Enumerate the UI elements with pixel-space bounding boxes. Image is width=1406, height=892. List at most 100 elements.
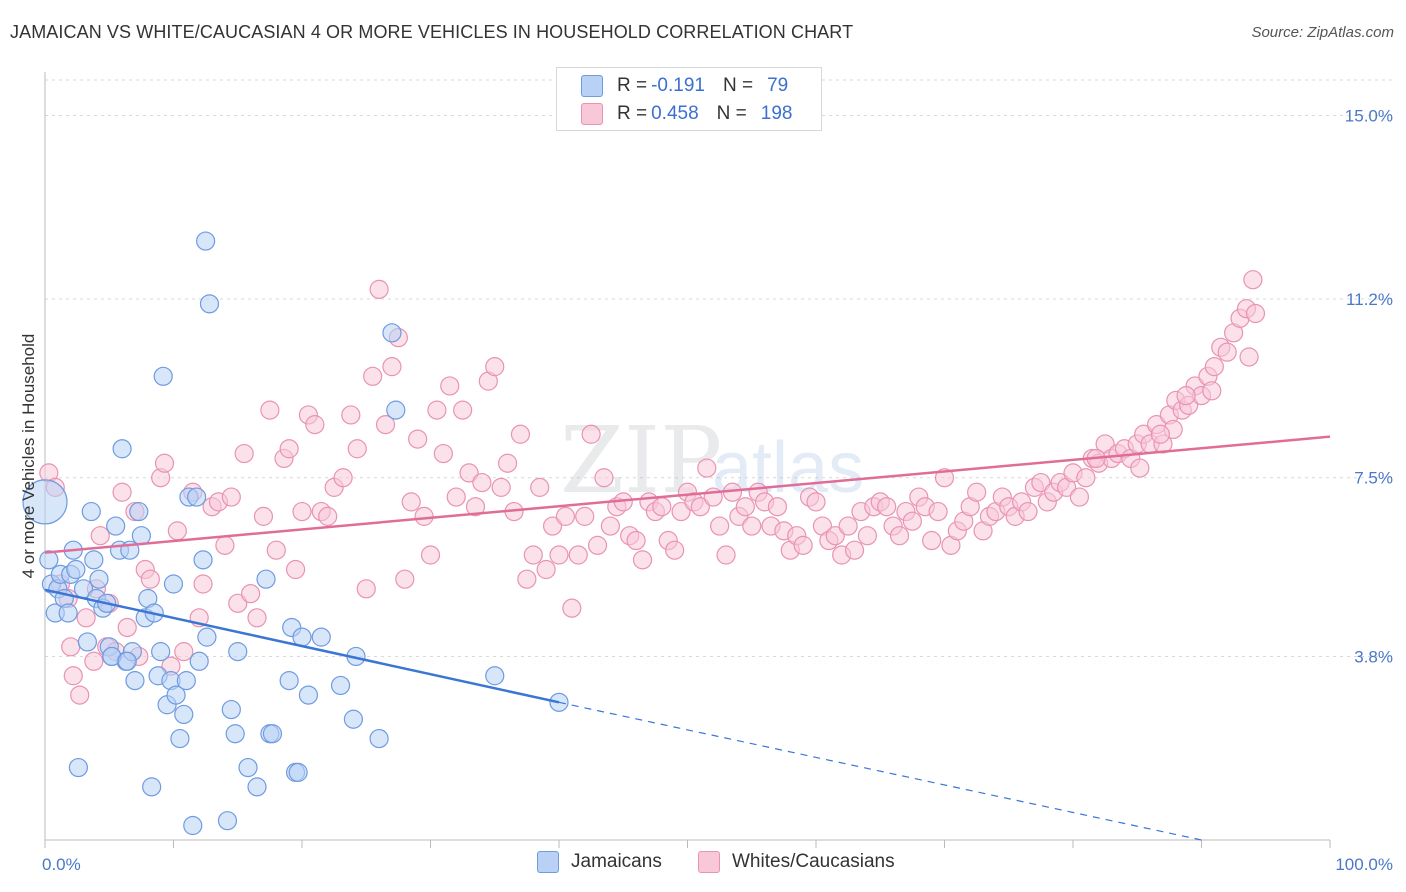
jamaican-point xyxy=(68,757,89,778)
white-caucasian-point xyxy=(395,569,415,589)
x-tick-labels: 0.0% 100.0% xyxy=(42,855,1393,874)
white-caucasian-point xyxy=(253,506,274,526)
white-caucasian-point xyxy=(825,526,845,546)
trend-lines xyxy=(44,435,1331,841)
white-caucasian-point xyxy=(600,516,621,536)
legend-item-jamaicans: Jamaicans xyxy=(537,851,662,873)
series-whites-points xyxy=(39,270,1266,705)
white-caucasian-point xyxy=(215,535,235,555)
white-caucasian-point xyxy=(542,516,563,536)
white-caucasian-point xyxy=(594,468,614,488)
y-axis-label: 4 or more Vehicles in Household xyxy=(19,334,38,579)
legend-n-value: 79 xyxy=(767,75,789,96)
jamaican-point xyxy=(39,550,59,570)
jamaican-point xyxy=(288,762,308,782)
white-caucasian-point xyxy=(369,279,389,299)
jamaican-point xyxy=(199,294,220,314)
white-caucasian-point xyxy=(844,540,865,560)
y-tick-label: 7.5% xyxy=(1354,469,1393,488)
legend-r-value: -0.191 xyxy=(651,75,705,96)
jamaican-point xyxy=(217,811,238,831)
jamaican-point xyxy=(189,651,209,671)
white-caucasian-point xyxy=(459,463,479,483)
white-caucasian-point xyxy=(234,443,254,464)
jamaican-point xyxy=(174,704,194,725)
white-caucasian-point xyxy=(549,545,569,565)
white-caucasian-point xyxy=(318,506,338,526)
white-caucasian-point xyxy=(491,477,511,497)
white-caucasian-point xyxy=(408,429,428,449)
jamaican-point xyxy=(247,777,267,797)
white-caucasian-point xyxy=(117,617,137,638)
white-caucasian-point xyxy=(967,482,987,502)
jamaican-point xyxy=(89,569,109,589)
white-caucasian-point xyxy=(793,535,813,555)
jamaican-point xyxy=(170,728,190,749)
jamaican-point xyxy=(183,815,203,836)
legend-n-value: 198 xyxy=(760,103,793,124)
jamaican-point xyxy=(382,323,402,343)
white-caucasian-point xyxy=(536,559,556,580)
white-caucasian-point xyxy=(1130,458,1150,478)
white-caucasian-point xyxy=(581,424,601,444)
white-caucasian-point xyxy=(1069,487,1090,507)
jamaican-point xyxy=(196,231,216,251)
jamaican-point xyxy=(58,603,78,623)
jamaican-point xyxy=(112,439,132,459)
y-tick-label: 15.0% xyxy=(1345,106,1393,125)
white-caucasian-point xyxy=(90,526,110,546)
x-tick-label: 0.0% xyxy=(42,855,81,874)
white-caucasian-point xyxy=(228,593,248,613)
axes xyxy=(44,72,1331,848)
white-caucasian-point xyxy=(838,516,858,536)
white-caucasian-point xyxy=(665,540,685,560)
white-caucasian-point xyxy=(241,584,261,604)
white-caucasian-point xyxy=(247,608,267,628)
white-caucasian-point xyxy=(285,559,306,580)
legend-n-label: N = xyxy=(716,103,747,124)
jamaican-point xyxy=(197,627,217,647)
white-caucasian-point xyxy=(710,516,730,536)
jamaican-point xyxy=(485,666,505,686)
white-caucasian-point xyxy=(472,472,492,493)
jamaican-point xyxy=(117,651,137,671)
grid-lines xyxy=(45,79,1394,657)
white-caucasian-point xyxy=(806,492,826,512)
white-caucasian-point xyxy=(1150,424,1170,444)
white-caucasian-point xyxy=(341,405,361,425)
white-caucasian-point xyxy=(465,497,486,517)
white-caucasian-point xyxy=(857,526,878,546)
jamaican-point xyxy=(193,550,213,570)
white-caucasian-point xyxy=(363,366,383,386)
jamaican-point xyxy=(151,642,171,662)
white-caucasian-point xyxy=(928,501,948,522)
legend-swatch-pink xyxy=(581,103,603,125)
white-caucasian-point xyxy=(498,453,518,473)
white-caucasian-point xyxy=(626,530,646,551)
white-caucasian-point xyxy=(517,569,537,589)
jamaican-point xyxy=(153,366,173,386)
white-caucasian-point xyxy=(427,400,447,420)
jamaican-point xyxy=(225,724,245,744)
white-caucasian-point xyxy=(767,497,788,517)
white-caucasian-point xyxy=(652,497,672,517)
legend-r-label: R = xyxy=(617,75,648,96)
white-caucasian-point xyxy=(154,453,175,473)
jamaican-point xyxy=(228,642,248,662)
white-caucasian-point xyxy=(63,666,83,686)
white-caucasian-point xyxy=(934,468,955,488)
legend-row-whites: R = 0.458 N = 198 xyxy=(581,101,792,127)
white-caucasian-point xyxy=(1245,303,1266,324)
y-tick-labels: 3.8% 7.5% 11.2% 15.0% xyxy=(1345,106,1393,666)
white-caucasian-point xyxy=(440,376,460,396)
legend-swatch-pink xyxy=(698,851,720,873)
white-caucasian-point xyxy=(889,526,910,546)
white-caucasian-point xyxy=(347,439,367,459)
white-caucasian-point xyxy=(140,569,160,589)
jamaican-point xyxy=(22,479,68,525)
chart-title: JAMAICAN VS WHITE/CAUCASIAN 4 OR MORE VE… xyxy=(10,22,854,42)
white-caucasian-point xyxy=(76,608,96,628)
jamaican-point xyxy=(84,550,104,570)
legend-row-jamaicans: R = -0.191 N = 79 xyxy=(581,73,788,99)
